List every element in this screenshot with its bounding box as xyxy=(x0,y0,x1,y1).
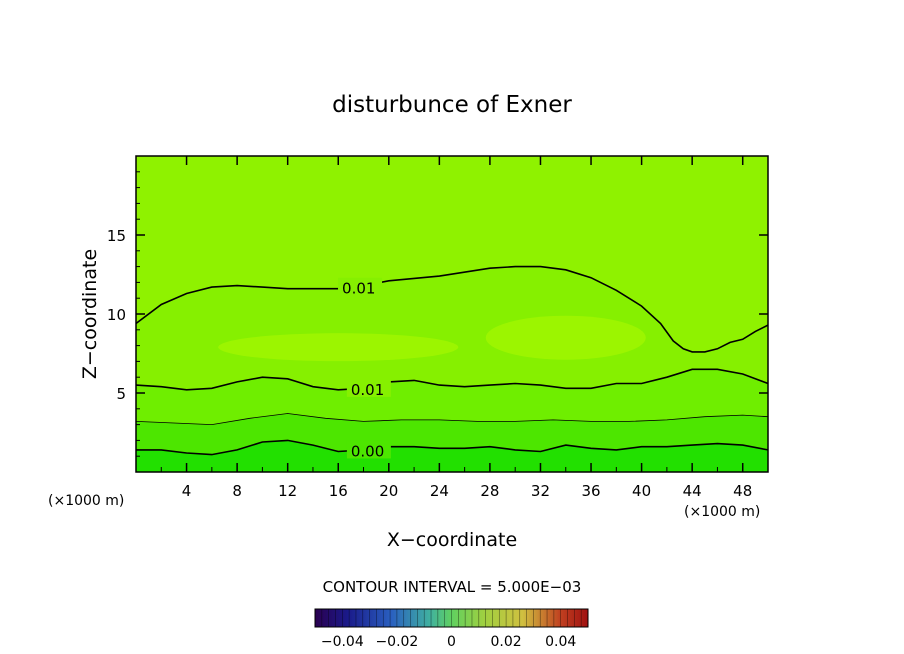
y-tick-label: 5 xyxy=(116,385,126,403)
x-tick-label: 32 xyxy=(531,482,550,500)
colorbar-tick-label: 0.04 xyxy=(545,634,576,650)
y-tick-label: 15 xyxy=(107,227,126,245)
contour-line xyxy=(136,439,768,456)
field-fill-max-region xyxy=(218,333,459,362)
colorbar-tick-labels: −0.04 −0.02 0 0.02 0.04 xyxy=(321,634,577,650)
colorbar: −0.04 −0.02 0 0.02 0.04 xyxy=(314,608,589,650)
x-tick-label: 4 xyxy=(182,482,192,500)
x-tick-label: 28 xyxy=(480,482,499,500)
x-tick-label: 48 xyxy=(733,482,752,500)
x-tick-label: 8 xyxy=(232,482,242,500)
x-tick-label: 24 xyxy=(430,482,449,500)
x-tick-label: 40 xyxy=(632,482,651,500)
y-tick-label: 10 xyxy=(107,306,126,324)
field-fill-band-lowest xyxy=(136,440,768,472)
x-tick-label: 44 xyxy=(683,482,702,500)
contour-label-background xyxy=(338,277,383,296)
contour-line xyxy=(136,413,768,426)
contour-label: 0.01 xyxy=(342,280,375,298)
x-tick-label: 36 xyxy=(581,482,600,500)
x-tick-label: 12 xyxy=(278,482,297,500)
contour-label-background xyxy=(346,440,391,459)
x-tick-label: 20 xyxy=(379,482,398,500)
contour-interval-text: CONTOUR INTERVAL = 5.000E−03 xyxy=(323,578,582,596)
colorbar-tick-label: −0.04 xyxy=(321,634,364,650)
plot-area: 0.01 0.01 0.00 xyxy=(136,156,768,472)
y-axis-ticks: 5 10 15 xyxy=(107,171,768,457)
x-unit-left: (×1000 m) xyxy=(48,493,124,509)
chart-title: disturbunce of Exner xyxy=(332,92,572,118)
colorbar-tick-label: −0.02 xyxy=(375,634,418,650)
contour-label: 0.00 xyxy=(351,442,384,460)
colorbar-tick-label: 0 xyxy=(447,634,456,650)
contour-lines: 0.01 0.01 0.00 xyxy=(136,265,768,460)
contour-label-background xyxy=(346,378,391,397)
x-tick-label: 16 xyxy=(329,482,348,500)
x-unit-right: (×1000 m) xyxy=(684,504,760,520)
contour-line xyxy=(136,368,768,391)
contour-label: 0.01 xyxy=(351,381,384,399)
x-axis-ticks: 4 8 12 16 20 24 28 32 36 40 44 48 xyxy=(160,156,752,500)
field-fill-max-region xyxy=(485,315,646,360)
colorbar-tick-label: 0.02 xyxy=(491,634,522,650)
contour-line xyxy=(136,265,768,353)
y-axis-label: Z−coordinate xyxy=(79,249,101,379)
colorbar-stripes xyxy=(321,609,582,627)
x-axis-label: X−coordinate xyxy=(387,529,517,551)
